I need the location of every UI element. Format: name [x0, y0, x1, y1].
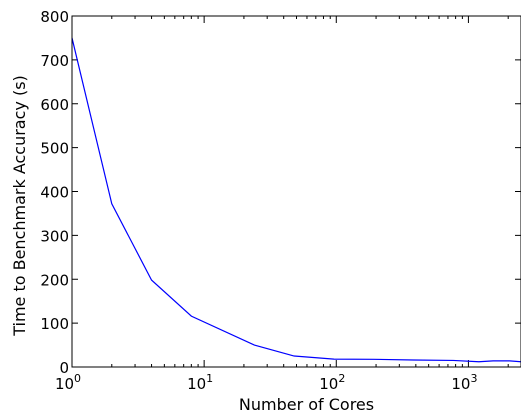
- y-tick-labels: 0 100 200 300 400 500 600 700 800: [40, 8, 69, 377]
- x-tick-label: 100: [55, 372, 81, 393]
- x-axis-label: Number of Cores: [239, 395, 374, 413]
- series-line: [71, 37, 521, 363]
- x-tick-labels: 100 101 102 103: [55, 372, 478, 393]
- y-tick-label: 800: [40, 8, 69, 26]
- y-tick-label: 300: [40, 227, 69, 245]
- axis-ticks: [71, 15, 521, 368]
- y-tick-label: 100: [40, 315, 69, 333]
- y-axis-label: Time to Benchmark Accuracy (s): [10, 75, 29, 337]
- x-tick-label: 102: [319, 372, 345, 393]
- y-tick-label: 500: [40, 140, 69, 158]
- y-tick-label: 200: [40, 271, 69, 289]
- x-tick-label: 103: [451, 372, 477, 393]
- y-tick-label: 600: [40, 96, 69, 114]
- y-tick-label: 700: [40, 52, 69, 70]
- y-tick-label: 400: [40, 184, 69, 202]
- y-tick-label: 0: [59, 359, 69, 377]
- x-tick-label: 101: [187, 372, 213, 393]
- plot-frame: [71, 15, 521, 368]
